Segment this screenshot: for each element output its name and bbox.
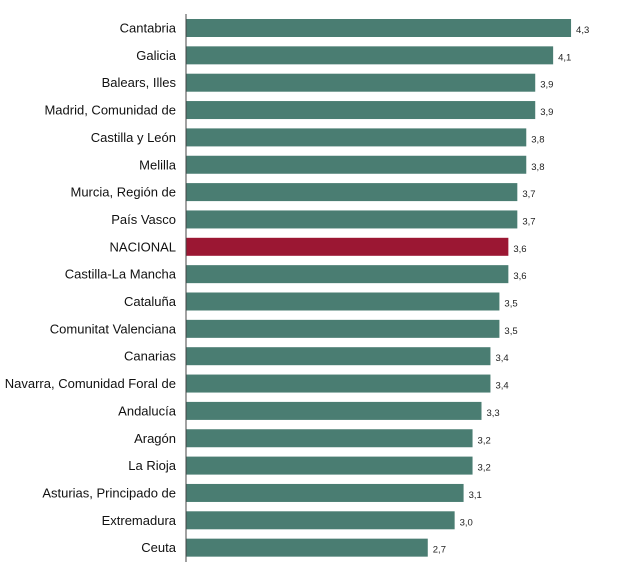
- category-label-0: Cantabria: [120, 21, 177, 36]
- category-label-15: Aragón: [134, 431, 176, 446]
- bar-15: [186, 429, 473, 448]
- category-label-8: NACIONAL: [110, 239, 176, 254]
- category-label-9: Castilla-La Mancha: [65, 267, 177, 282]
- bar-1: [186, 46, 554, 65]
- category-label-5: Melilla: [139, 157, 177, 172]
- value-label-8: 3,6: [513, 244, 526, 255]
- value-label-17: 3,1: [469, 490, 482, 501]
- bar-17: [186, 483, 464, 502]
- category-label-18: Extremadura: [102, 513, 177, 528]
- category-labels-group: Cantabria Galicia Balears, Illes Madrid, Co…: [5, 21, 177, 556]
- bar-9: [186, 265, 509, 284]
- bar-19: [186, 538, 428, 557]
- bar-18: [186, 511, 455, 530]
- value-label-11: 3,5: [504, 326, 517, 337]
- value-label-10: 3,5: [504, 299, 517, 310]
- category-label-12: Canarias: [124, 349, 177, 364]
- category-label-19: Ceuta: [141, 540, 176, 555]
- value-label-0: 4,3: [576, 25, 589, 36]
- bar-13: [186, 374, 491, 393]
- category-label-11: Comunitat Valenciana: [50, 321, 177, 336]
- category-label-7: País Vasco: [111, 212, 176, 227]
- value-label-4: 3,8: [531, 134, 544, 145]
- bar-10: [186, 292, 500, 311]
- category-label-6: Murcia, Región de: [71, 185, 177, 200]
- bar-5: [186, 155, 527, 174]
- value-label-9: 3,6: [513, 271, 526, 282]
- bar-11: [186, 319, 500, 338]
- category-label-14: Andalucía: [118, 403, 177, 418]
- value-label-3: 3,9: [540, 107, 553, 118]
- bar-12: [186, 347, 491, 366]
- bar-16: [186, 456, 473, 475]
- value-label-13: 3,4: [495, 381, 508, 392]
- bar-0: [186, 19, 572, 37]
- value-label-7: 3,7: [522, 216, 535, 227]
- value-label-19: 2,7: [433, 545, 446, 556]
- bar-7: [186, 210, 518, 229]
- bar-14: [186, 401, 482, 420]
- value-labels-group: 4,3 4,1 3,9 3,9 3,8 3,8 3,7 3,7 3,6 3,6 3,5 3,5 3,4 3…: [433, 25, 589, 556]
- value-label-1: 4,1: [558, 52, 571, 63]
- value-label-6: 3,7: [522, 189, 535, 200]
- category-label-16: La Rioja: [128, 458, 176, 473]
- value-label-15: 3,2: [478, 435, 491, 446]
- category-label-3: Madrid, Comunidad de: [44, 103, 176, 118]
- value-label-12: 3,4: [495, 353, 508, 364]
- category-label-2: Balears, Illes: [102, 75, 177, 90]
- category-label-10: Cataluña: [124, 294, 177, 309]
- value-label-14: 3,3: [487, 408, 500, 419]
- category-label-17: Asturias, Principado de: [42, 485, 176, 500]
- category-label-13: Navarra, Comunidad Foral de: [5, 376, 176, 391]
- value-label-5: 3,8: [531, 162, 544, 173]
- bar-4: [186, 128, 527, 147]
- bar-8: [186, 237, 509, 256]
- bar-3: [186, 101, 536, 120]
- category-label-4: Castilla y León: [91, 130, 176, 145]
- bar-6: [186, 183, 518, 202]
- bar-2: [186, 73, 536, 92]
- value-label-18: 3,0: [460, 517, 473, 528]
- category-label-1: Galicia: [136, 48, 177, 63]
- bars-group: [186, 19, 572, 557]
- value-label-16: 3,2: [478, 463, 491, 474]
- value-label-2: 3,9: [540, 80, 553, 91]
